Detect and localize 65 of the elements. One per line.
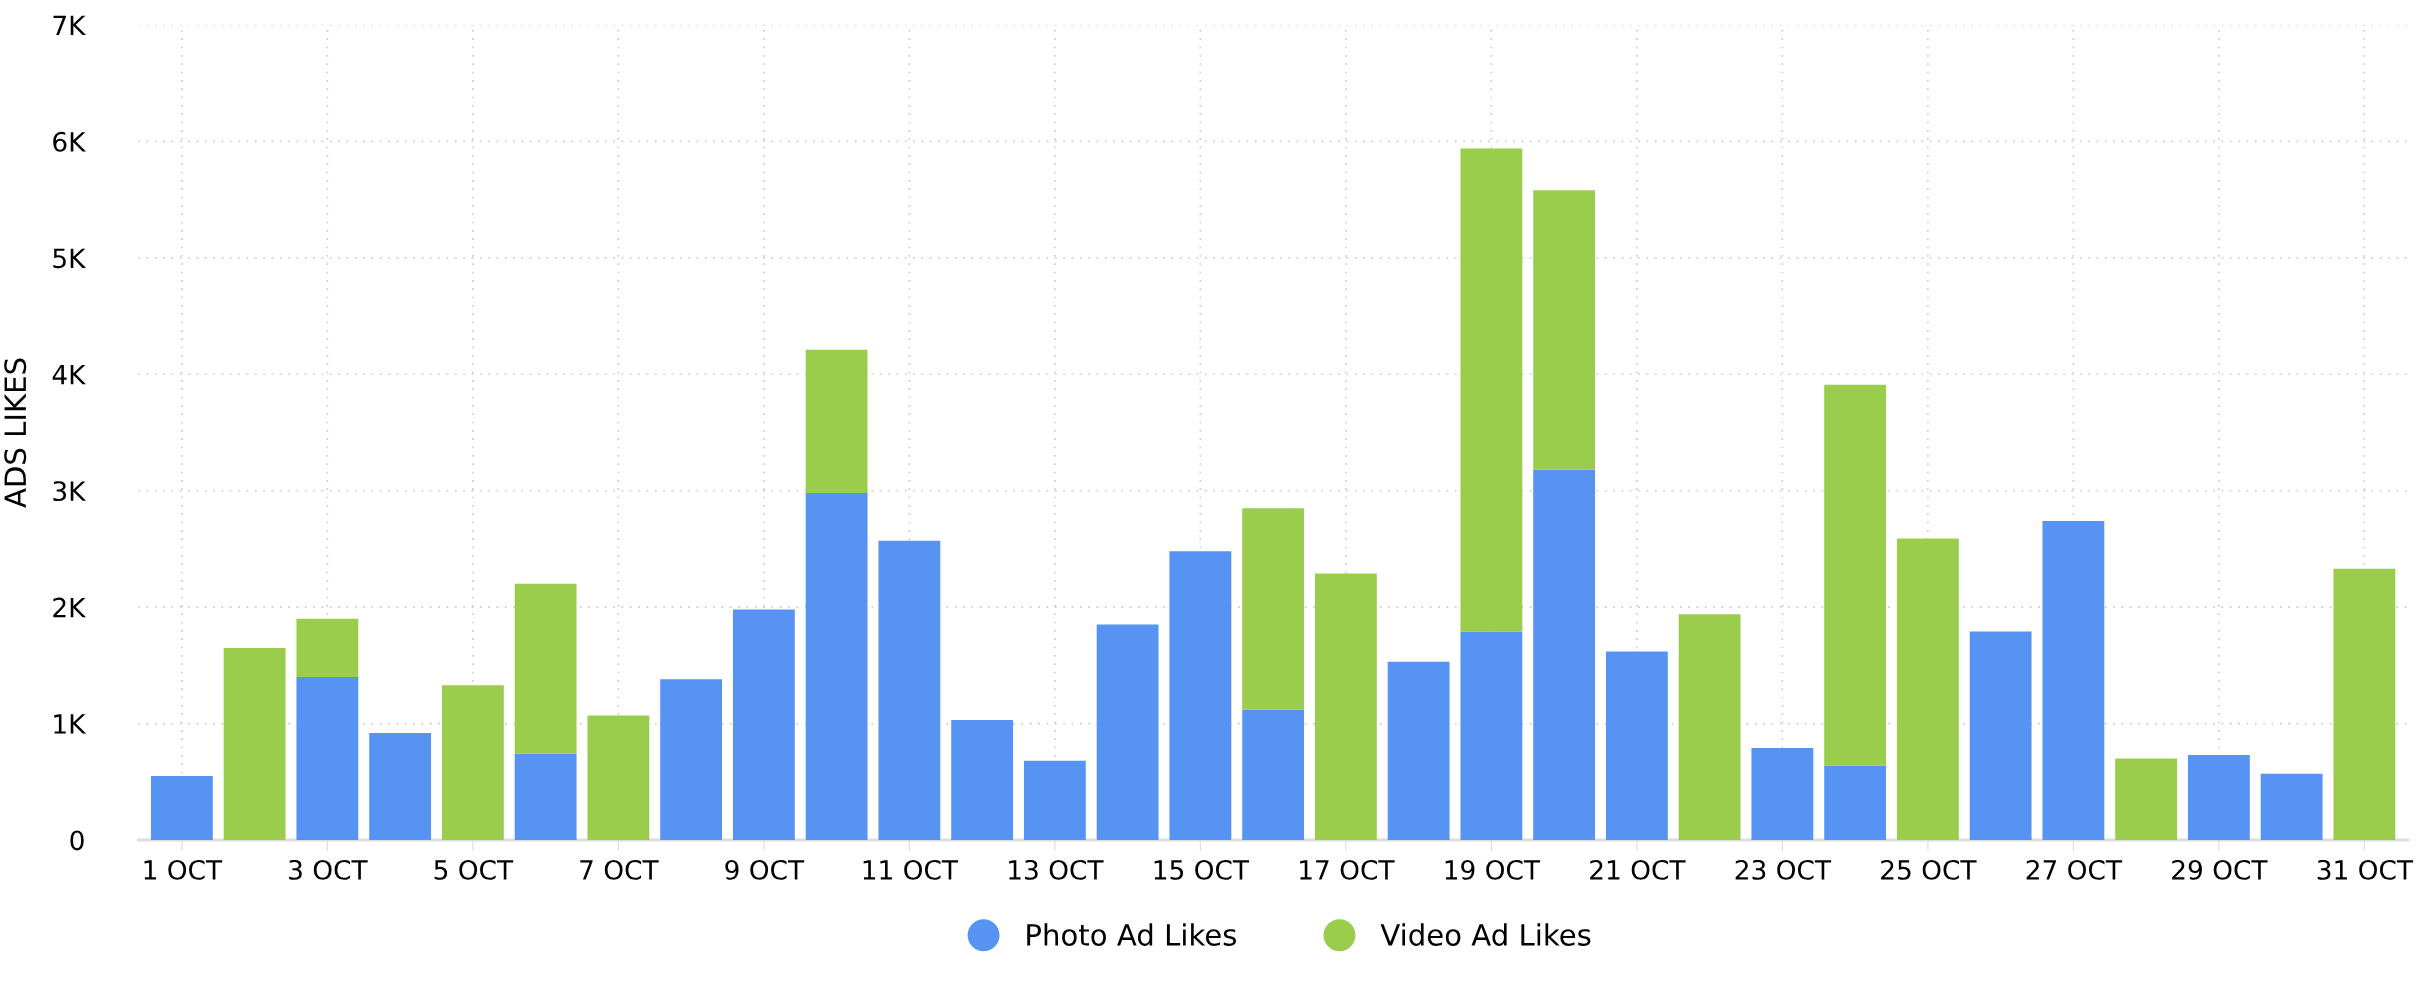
x-tick-label: 1 OCT [144, 859, 223, 880]
bar [2260, 773, 2323, 840]
legend-label: Video Ad Likes [1380, 923, 1591, 946]
x-tick-label: 11 OCT [863, 859, 959, 880]
bar [1605, 651, 1668, 840]
x-tick-label: 23 OCT [1735, 859, 1832, 880]
bar [1023, 760, 1086, 840]
x-tick-label: 31 OCT [2317, 859, 2414, 880]
x-tick-label: 25 OCT [1881, 859, 1977, 880]
x-tick-label: 27 OCT [2026, 859, 2123, 880]
y-tick-label: 3K [53, 481, 86, 502]
bar [2115, 758, 2178, 840]
bar [1314, 573, 1377, 840]
y-tick-label: 2K [53, 597, 86, 618]
bar [1242, 508, 1305, 710]
x-tick-label: 7 OCT [580, 859, 659, 880]
bar [2187, 755, 2250, 840]
y-tick-label: 1K [54, 714, 86, 734]
y-tick-label: 7K [53, 15, 86, 36]
bar [1387, 661, 1450, 840]
x-tick-label: 15 OCT [1154, 859, 1250, 880]
bar [660, 679, 723, 840]
x-tick-label: 3 OCT [289, 859, 368, 880]
bar [1678, 614, 1741, 840]
bar [1242, 709, 1305, 840]
x-tick-label: 13 OCT [1009, 859, 1104, 880]
bar [587, 715, 650, 840]
bar [2333, 568, 2396, 840]
bar [1533, 469, 1596, 840]
bar [296, 677, 359, 840]
bar [150, 775, 213, 840]
x-tick-label: 17 OCT [1300, 859, 1395, 880]
bar [296, 618, 359, 677]
y-tick-label: 0 [70, 830, 84, 851]
y-tick-label: 4K [52, 365, 86, 385]
bar [1896, 538, 1959, 840]
bar [1824, 765, 1887, 840]
bar [514, 583, 577, 754]
bar [805, 493, 868, 840]
legend-label: Photo Ad Likes [1027, 923, 1236, 946]
bar [1751, 748, 1814, 840]
x-tick-label: 5 OCT [434, 859, 514, 880]
x-tick-label: 9 OCT [725, 859, 805, 880]
bar [1169, 551, 1232, 840]
bar [1533, 190, 1596, 470]
bar [1460, 631, 1523, 840]
bar [1096, 624, 1159, 840]
bar [514, 753, 577, 840]
bar [732, 609, 795, 840]
x-tick-label: 19 OCT [1445, 859, 1541, 880]
bar [223, 647, 286, 840]
bar [369, 732, 432, 840]
x-tick-label: 29 OCT [2172, 859, 2268, 880]
y-tick-label: 6K [53, 131, 86, 152]
y-tick-label: 5K [53, 248, 86, 269]
bar [878, 540, 941, 840]
bar [1969, 631, 2032, 840]
bar [1824, 384, 1887, 766]
bar [951, 720, 1014, 840]
bar [441, 685, 504, 840]
bar [1460, 148, 1523, 632]
y-axis-title: ADS LIKES [4, 358, 27, 508]
x-tick-label: 21 OCT [1590, 859, 1686, 880]
bar [805, 349, 868, 494]
bar [2042, 520, 2105, 840]
